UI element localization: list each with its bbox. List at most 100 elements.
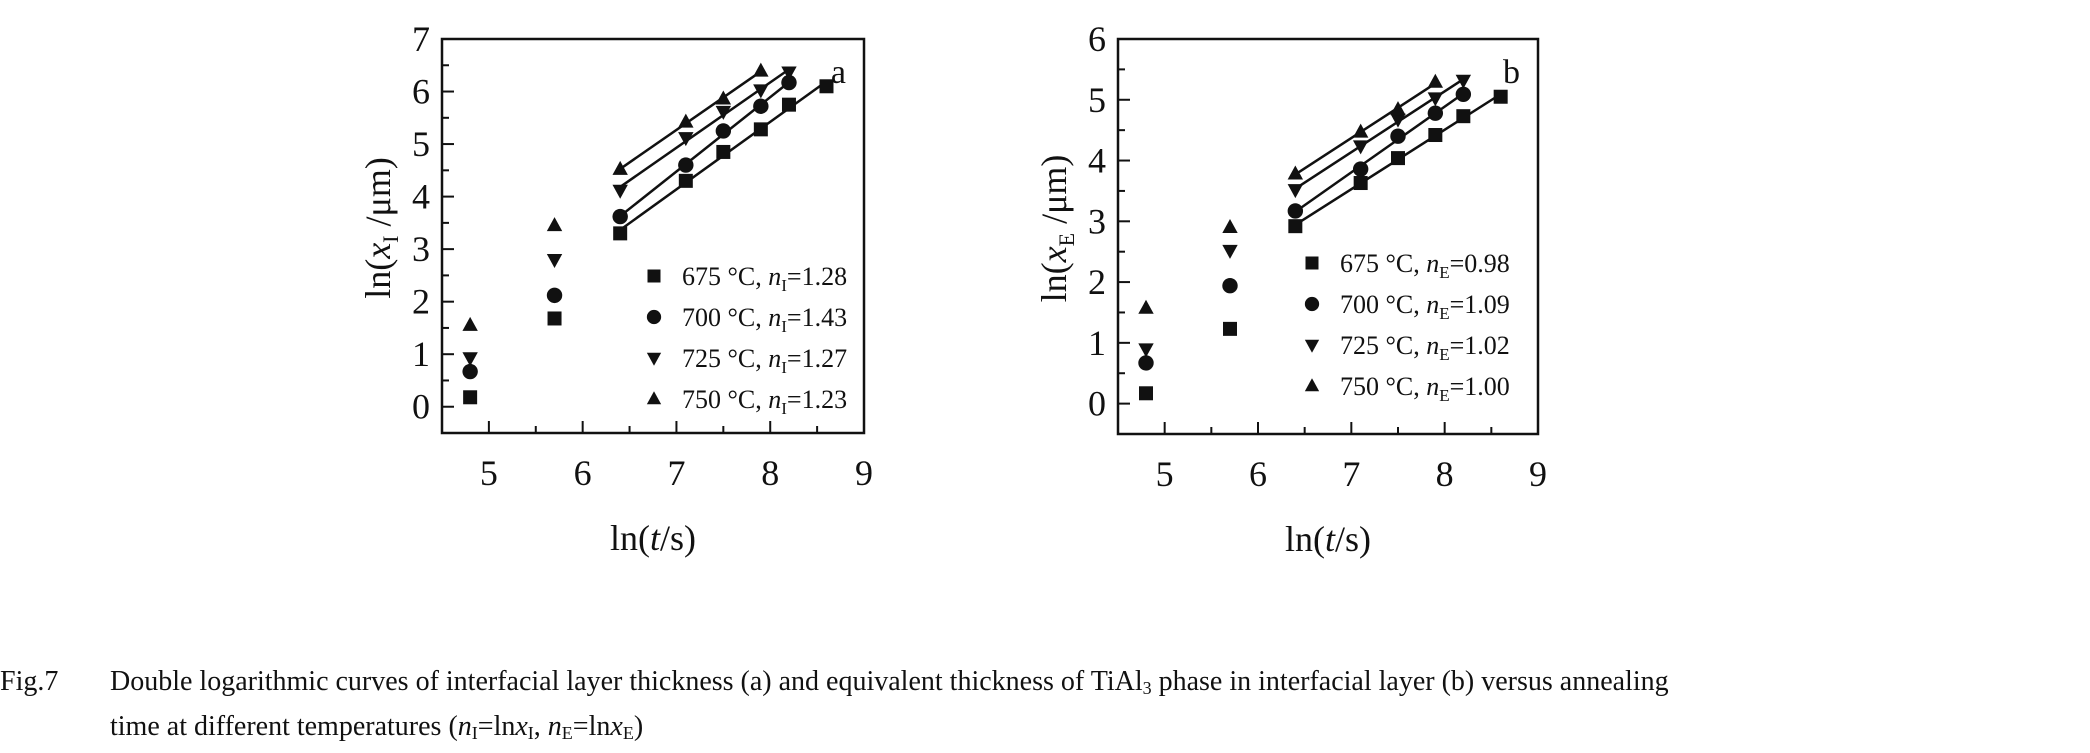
caption-subscript: 3 xyxy=(1142,678,1152,698)
y-tick-label: 4 xyxy=(412,177,430,217)
data-point xyxy=(1390,128,1406,144)
caption-var: x xyxy=(610,711,623,742)
x-tick-label: 8 xyxy=(761,453,779,493)
legend-marker xyxy=(1304,339,1320,353)
data-point xyxy=(678,113,694,128)
y-tick-label: 3 xyxy=(1088,201,1106,241)
caption-var: n xyxy=(457,711,472,742)
caption-subscript: E xyxy=(622,723,634,743)
data-point xyxy=(1352,161,1369,177)
legend-sub: I xyxy=(781,317,787,336)
data-point xyxy=(1287,184,1304,199)
caption-line-1: Double logarithmic curves of interfacial… xyxy=(110,662,1669,702)
legend-var: n xyxy=(1426,290,1439,319)
y-axis-title: ln(xE /μm) xyxy=(1034,155,1079,303)
fit-line xyxy=(1294,82,1437,176)
data-point xyxy=(1427,92,1444,107)
data-point xyxy=(612,160,628,175)
panel-label: a xyxy=(831,54,846,91)
caption-subscript: I xyxy=(471,723,478,743)
legend-var: n xyxy=(768,385,781,414)
caption-text: , xyxy=(533,711,548,742)
legend-text: 700 °C, xyxy=(682,303,768,332)
data-point xyxy=(1138,355,1154,371)
caption-text: =ln xyxy=(477,711,516,742)
caption-text: =ln xyxy=(572,711,611,742)
x-tick-label: 7 xyxy=(667,453,685,493)
series-square xyxy=(1139,89,1508,401)
caption-text: phase in interfacial layer (b) versus an… xyxy=(1151,666,1669,697)
legend-item: 700 °C, nI=1.43 xyxy=(646,303,847,336)
y-tick-label: 5 xyxy=(1088,80,1106,120)
legend-item: 700 °C, nE=1.09 xyxy=(1304,290,1510,323)
y-tick-label: 2 xyxy=(1088,262,1106,302)
legend-var: n xyxy=(768,262,781,291)
data-point xyxy=(1287,165,1304,180)
y-tick-label: 2 xyxy=(412,282,430,322)
series-triangle-up xyxy=(462,62,769,331)
y-axis-title-var: x xyxy=(358,243,398,260)
data-point xyxy=(546,287,563,304)
figure-number: Fig.7 xyxy=(0,666,59,697)
legend-item: 675 °C, nE=0.98 xyxy=(1305,249,1510,282)
y-axis-title-part: /μm) xyxy=(1034,155,1074,233)
data-point xyxy=(613,226,628,241)
legend-value: =1.28 xyxy=(787,262,847,291)
legend-text: 675 °C, xyxy=(682,262,768,291)
x-tick-label: 5 xyxy=(1156,454,1174,494)
data-point xyxy=(1353,176,1368,191)
legend-label: 675 °C, nI=1.28 xyxy=(682,262,847,295)
legend-var: n xyxy=(1426,372,1439,401)
y-tick-label: 1 xyxy=(1088,323,1106,363)
legend-item: 725 °C, nE=1.02 xyxy=(1304,331,1510,364)
x-axis-title-part: ln( xyxy=(610,518,650,558)
data-point xyxy=(819,79,834,94)
data-point xyxy=(462,352,478,367)
caption-text: Double logarithmic curves of interfacial… xyxy=(110,666,1143,697)
legend-label: 675 °C, nE=0.98 xyxy=(1340,249,1510,282)
legend-marker xyxy=(646,352,662,366)
data-point xyxy=(1223,321,1237,336)
data-point xyxy=(1391,151,1405,166)
y-axis-title-part: ln( xyxy=(358,259,398,299)
y-axis-title-sub: E xyxy=(1054,233,1079,246)
caption-subscript: E xyxy=(561,723,573,743)
data-point xyxy=(546,217,563,232)
legend-item: 750 °C, nE=1.00 xyxy=(1304,372,1510,405)
x-axis-title-part: /s) xyxy=(1335,519,1371,559)
y-tick-label: 0 xyxy=(412,387,430,427)
legend-var: n xyxy=(1426,331,1439,360)
data-point xyxy=(462,316,478,331)
data-point xyxy=(612,184,628,199)
data-point xyxy=(781,74,797,91)
y-tick-label: 1 xyxy=(412,334,430,374)
x-axis-title-var: t xyxy=(1325,519,1336,559)
legend-sub: I xyxy=(781,358,787,377)
data-point xyxy=(753,84,769,99)
legend-value: =1.23 xyxy=(787,385,847,414)
y-tick-label: 6 xyxy=(412,72,430,112)
data-point xyxy=(716,144,731,159)
legend-var: n xyxy=(768,344,781,373)
data-point xyxy=(678,132,694,147)
plot-frame xyxy=(1116,37,1540,436)
data-point xyxy=(546,254,563,269)
data-point xyxy=(678,173,693,188)
series-circle xyxy=(1138,86,1472,371)
y-axis-title-sub: I xyxy=(378,235,403,242)
y-axis-title: ln(xI /μm) xyxy=(358,157,403,299)
y-tick-label: 4 xyxy=(1088,141,1106,181)
legend-value: =1.27 xyxy=(787,344,847,373)
y-axis-title-var: x xyxy=(1034,246,1074,263)
data-point xyxy=(753,122,768,137)
data-point xyxy=(1138,299,1154,314)
y-tick-label: 7 xyxy=(412,19,430,59)
y-tick-label: 6 xyxy=(1088,19,1106,59)
x-tick-label: 8 xyxy=(1436,454,1454,494)
data-point xyxy=(1139,386,1153,401)
legend-sub: E xyxy=(1439,345,1449,364)
y-tick-label: 0 xyxy=(1088,384,1106,424)
legend-sub: I xyxy=(781,276,787,295)
